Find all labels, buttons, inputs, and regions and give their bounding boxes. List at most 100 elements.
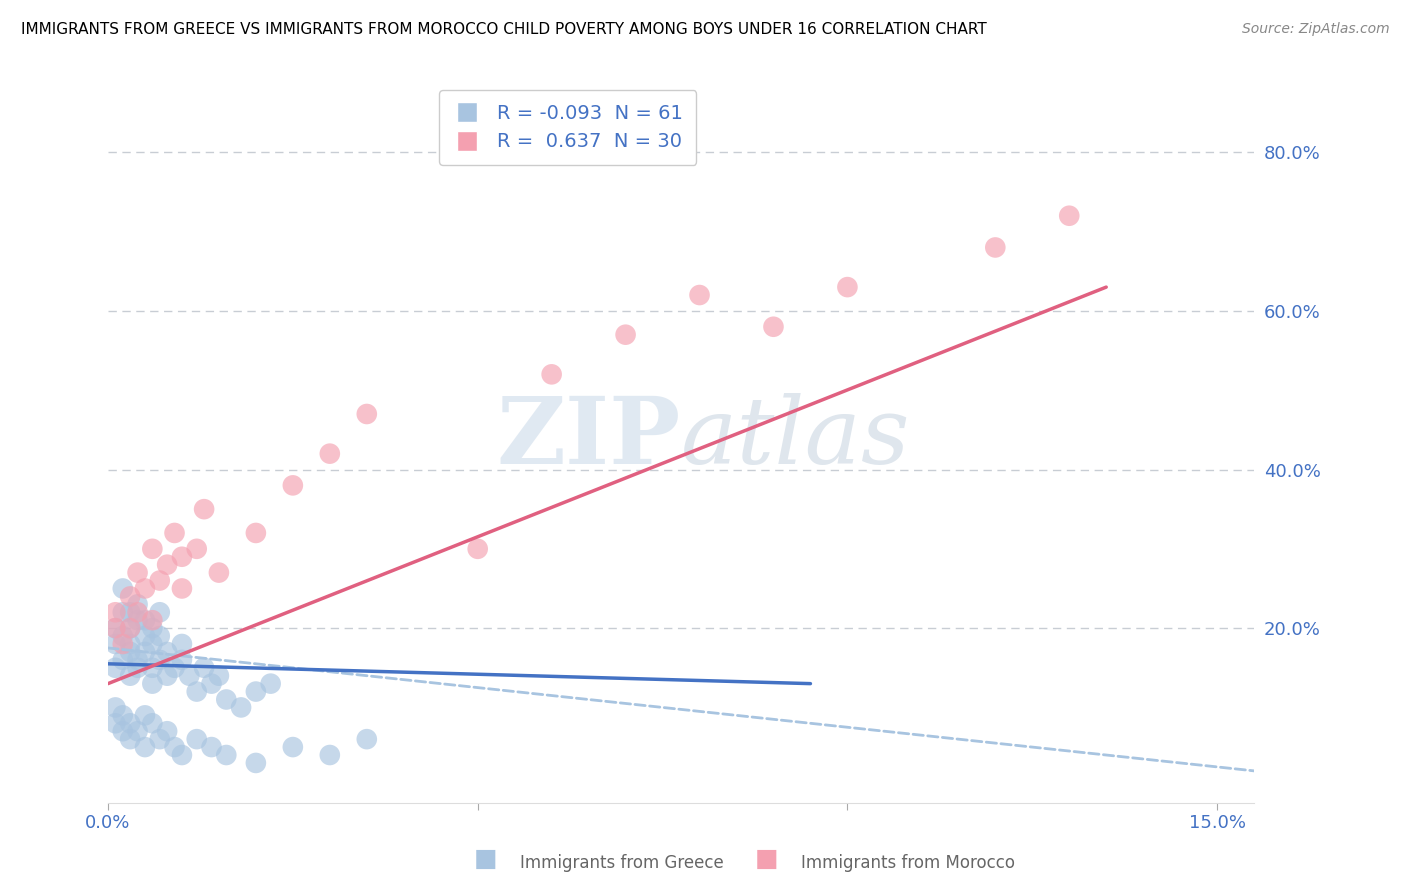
Point xyxy=(193,502,215,516)
Point xyxy=(984,240,1007,254)
Point xyxy=(111,724,134,739)
Point xyxy=(356,732,378,747)
Text: IMMIGRANTS FROM GREECE VS IMMIGRANTS FROM MOROCCO CHILD POVERTY AMONG BOYS UNDER: IMMIGRANTS FROM GREECE VS IMMIGRANTS FRO… xyxy=(21,22,987,37)
Point xyxy=(134,708,156,723)
Point xyxy=(134,740,156,755)
Point xyxy=(208,669,231,683)
Text: ■: ■ xyxy=(755,847,778,871)
Point xyxy=(163,525,186,540)
Point xyxy=(356,407,378,421)
Point xyxy=(141,541,163,556)
Point xyxy=(215,692,238,706)
Point xyxy=(104,716,127,731)
Text: Immigrants from Greece: Immigrants from Greece xyxy=(520,855,724,872)
Point xyxy=(245,684,267,698)
Point xyxy=(141,613,163,627)
Point xyxy=(208,566,231,580)
Point xyxy=(127,724,149,739)
Point xyxy=(111,637,134,651)
Point xyxy=(149,629,172,643)
Point xyxy=(614,327,637,342)
Point xyxy=(111,653,134,667)
Point xyxy=(186,732,208,747)
Text: Immigrants from Morocco: Immigrants from Morocco xyxy=(801,855,1015,872)
Point xyxy=(134,582,156,596)
Text: ■: ■ xyxy=(474,847,496,871)
Point xyxy=(260,676,283,690)
Point xyxy=(120,621,142,635)
Point xyxy=(186,541,208,556)
Point xyxy=(134,629,156,643)
Point xyxy=(762,319,785,334)
Point xyxy=(1057,209,1080,223)
Point xyxy=(170,549,193,564)
Point xyxy=(120,669,142,683)
Point xyxy=(111,605,134,619)
Point xyxy=(141,661,163,675)
Point xyxy=(141,621,163,635)
Text: Source: ZipAtlas.com: Source: ZipAtlas.com xyxy=(1241,22,1389,37)
Point xyxy=(141,637,163,651)
Point xyxy=(127,605,149,619)
Point xyxy=(156,724,179,739)
Point xyxy=(170,582,193,596)
Text: ZIP: ZIP xyxy=(496,392,681,483)
Point xyxy=(540,368,562,382)
Point xyxy=(215,747,238,762)
Point xyxy=(156,558,179,572)
Point xyxy=(104,605,127,619)
Point xyxy=(179,669,201,683)
Point xyxy=(120,645,142,659)
Point xyxy=(149,732,172,747)
Point xyxy=(111,582,134,596)
Point xyxy=(467,541,489,556)
Point xyxy=(120,716,142,731)
Point xyxy=(134,613,156,627)
Text: atlas: atlas xyxy=(681,392,911,483)
Point xyxy=(200,740,222,755)
Point xyxy=(200,676,222,690)
Point xyxy=(837,280,859,294)
Point xyxy=(120,590,142,604)
Point xyxy=(149,574,172,588)
Point xyxy=(163,740,186,755)
Point xyxy=(170,747,193,762)
Point xyxy=(111,629,134,643)
Legend: R = -0.093  N = 61, R =  0.637  N = 30: R = -0.093 N = 61, R = 0.637 N = 30 xyxy=(439,90,696,165)
Point xyxy=(163,661,186,675)
Point xyxy=(141,676,163,690)
Point xyxy=(170,653,193,667)
Point xyxy=(156,669,179,683)
Point xyxy=(127,661,149,675)
Point xyxy=(281,740,304,755)
Point xyxy=(127,566,149,580)
Point xyxy=(156,645,179,659)
Point xyxy=(104,621,127,635)
Point xyxy=(229,700,252,714)
Point xyxy=(134,645,156,659)
Point xyxy=(689,288,711,302)
Point xyxy=(127,653,149,667)
Point xyxy=(104,661,127,675)
Point xyxy=(120,732,142,747)
Point xyxy=(104,700,127,714)
Point xyxy=(120,637,142,651)
Point xyxy=(245,756,267,770)
Point xyxy=(104,637,127,651)
Point xyxy=(170,637,193,651)
Point xyxy=(104,621,127,635)
Point xyxy=(149,653,172,667)
Point xyxy=(141,716,163,731)
Point xyxy=(281,478,304,492)
Point xyxy=(127,613,149,627)
Point xyxy=(186,684,208,698)
Point xyxy=(319,447,342,461)
Point xyxy=(245,525,267,540)
Point xyxy=(120,605,142,619)
Point xyxy=(319,747,342,762)
Point xyxy=(149,605,172,619)
Point xyxy=(193,661,215,675)
Point xyxy=(120,621,142,635)
Point xyxy=(111,708,134,723)
Point xyxy=(127,597,149,611)
